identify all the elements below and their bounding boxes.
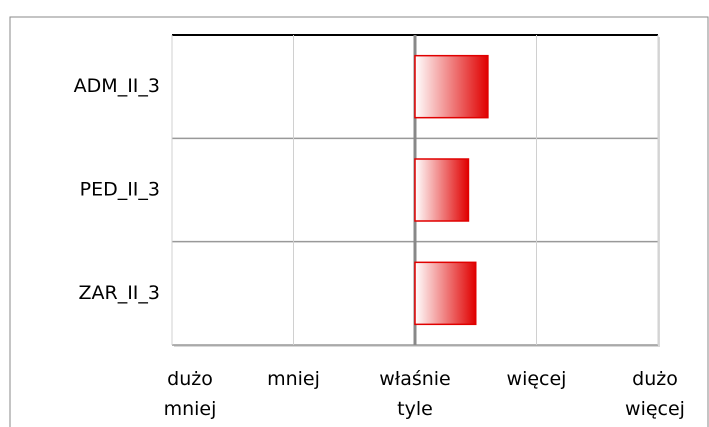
y-tick-label: ADM_II_3 xyxy=(74,75,160,97)
x-tick-label: mniej xyxy=(267,368,320,390)
x-tick-label: właśnie tyle xyxy=(379,368,451,420)
x-tick-label: więcej xyxy=(506,368,567,390)
y-tick-label: PED_II_3 xyxy=(80,179,160,201)
bar xyxy=(414,158,470,222)
bar xyxy=(414,261,477,326)
x-tick-label: dużo więcej xyxy=(625,368,685,420)
y-tick-label: ZAR_II_3 xyxy=(78,282,160,304)
bar xyxy=(414,54,489,119)
x-tick-label: dużo mniej xyxy=(163,368,217,420)
